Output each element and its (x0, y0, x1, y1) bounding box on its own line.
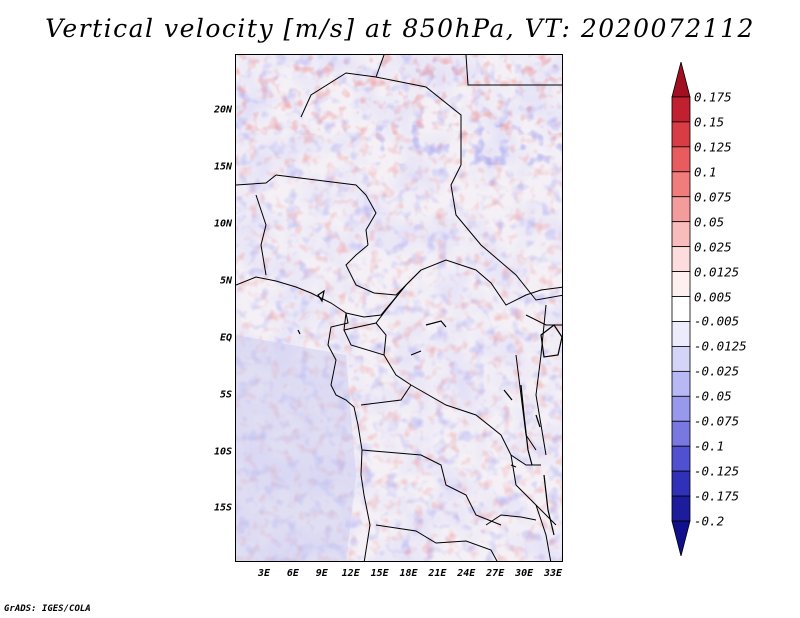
colorbar-swatch (671, 121, 691, 148)
lon-tick-label: 6E (286, 568, 299, 579)
colorbar-tick-label: 0.0125 (694, 264, 740, 280)
colorbar-swatch (671, 370, 691, 397)
south-atlantic-field (236, 335, 356, 561)
lat-tick-label: 5S (219, 389, 232, 401)
colorbar-tick-label: 0.005 (694, 289, 732, 305)
lat-tick-label: 15S (213, 502, 232, 514)
colorbar-swatch (671, 62, 691, 98)
lon-tick-label: 15E (370, 568, 389, 579)
lon-tick-label: 30E (515, 568, 534, 579)
colorbar-swatch (671, 146, 691, 173)
velocity-field-map (236, 55, 562, 561)
lon-tick-label: 18E (399, 568, 418, 579)
colorbar-swatch (671, 346, 691, 372)
colorbar-tick-label: 0.175 (694, 89, 732, 105)
lat-tick-label: 20N (213, 104, 232, 116)
country-borders (236, 55, 562, 561)
colorbar-tick-label: -0.175 (694, 488, 740, 504)
lon-tick-label: 12E (341, 568, 360, 579)
lon-tick-label: 21E (428, 568, 447, 579)
colorbar-swatch (671, 296, 691, 322)
colorbar-swatch (671, 321, 691, 347)
lat-tick-label: 10S (213, 446, 232, 458)
colorbar-swatch (671, 96, 691, 123)
colorbar-swatch (671, 171, 691, 198)
software-credit: GrADS: IGES/COLA (4, 604, 91, 614)
colorbar-swatch (671, 196, 691, 223)
colorbar-tick-label: 0.15 (694, 114, 725, 130)
lake-outlines (297, 289, 562, 536)
map-panel (235, 54, 563, 562)
colorbar-swatch (671, 470, 691, 497)
lat-tick-label: EQ (219, 332, 232, 344)
colorbar-swatch (671, 271, 691, 297)
lon-tick-label: 33E (543, 568, 563, 579)
colorbar-tick-label: -0.0125 (694, 338, 747, 354)
colorbar-tick-label: 0.025 (694, 239, 732, 255)
colorbar-tick-label: 0.1 (694, 164, 717, 180)
lat-tick-label: 15N (213, 161, 232, 173)
colorbar-swatch (671, 246, 691, 272)
colorbar-swatch (671, 221, 691, 248)
plot-title: Vertical velocity [m/s] at 850hPa, VT: 2… (45, 14, 755, 43)
colorbar-tick-label: -0.075 (694, 413, 740, 429)
colorbar-swatch (671, 520, 691, 556)
colorbar-swatch (671, 420, 691, 447)
colorbar-swatch (671, 445, 691, 472)
lon-tick-label: 3E (257, 568, 271, 579)
colorbar (671, 62, 691, 556)
colorbar-tick-label: -0.2 (694, 513, 725, 529)
lon-tick-label: 27E (486, 568, 505, 579)
colorbar-tick-label: 0.125 (694, 139, 732, 155)
sahel-band-blue (376, 125, 562, 165)
colorbar-tick-label: -0.025 (694, 363, 740, 379)
lat-tick-label: 10N (213, 218, 232, 230)
colorbar-tick-label: -0.125 (694, 463, 740, 479)
colorbar-tick-label: -0.05 (694, 388, 732, 404)
colorbar-tick-label: 0.075 (694, 189, 732, 205)
lon-tick-label: 9E (315, 568, 328, 579)
sahel-band-red (236, 55, 562, 135)
colorbar-tick-label: 0.05 (694, 214, 725, 230)
colorbar-swatch (671, 495, 691, 522)
lon-tick-label: 24E (457, 568, 476, 579)
colorbar-tick-label: -0.005 (694, 313, 740, 329)
lat-tick-label: 5N (219, 275, 232, 287)
colorbar-swatch (671, 395, 691, 422)
colorbar-tick-label: -0.1 (694, 438, 725, 454)
